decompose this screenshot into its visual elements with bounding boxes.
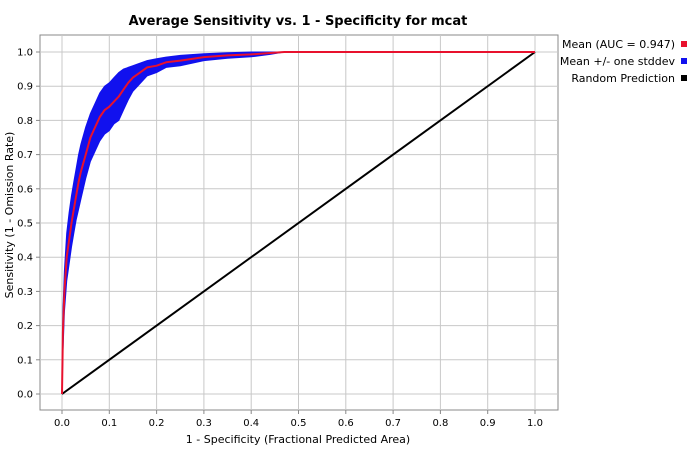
y-tick-label: 1.0 (17, 48, 33, 59)
x-tick-label: 0.5 (291, 418, 307, 429)
y-tick-label: 0.6 (17, 184, 33, 195)
y-axis-label: Sensitivity (1 - Omission Rate) (3, 132, 16, 299)
series-lines (61, 51, 536, 395)
legend-stddev-label: Mean +/- one stddev (560, 55, 676, 68)
y-tick-label: 0.1 (17, 355, 33, 366)
legend-mean-swatch (681, 41, 687, 47)
y-tick-label: 0.0 (17, 390, 33, 401)
x-tick-label: 0.6 (338, 418, 354, 429)
legend-stddev-swatch (681, 58, 687, 64)
x-tick-label: 0.3 (196, 418, 212, 429)
x-tick-label: 0.0 (54, 418, 70, 429)
stddev-band-area (61, 51, 535, 395)
legend: Mean (AUC = 0.947) Mean +/- one stddev Ran… (560, 38, 687, 85)
legend-random-swatch (681, 75, 687, 81)
stddev-band (61, 51, 535, 395)
axis-ticks: 0.0 0.1 0.2 0.3 0.4 0.5 0.6 0.7 0.8 0.9 1.0 0.0 0.1 0… (17, 48, 543, 430)
y-tick-label: 0.8 (17, 116, 33, 127)
mean-roc-line (61, 51, 535, 395)
x-axis-label: 1 - Specificity (Fractional Predicted Ar… (186, 433, 410, 446)
x-tick-label: 0.2 (149, 418, 165, 429)
legend-random-label: Random Prediction (571, 72, 675, 85)
y-tick-label: 0.5 (17, 219, 33, 230)
chart-title: Average Sensitivity vs. 1 - Specificity … (129, 14, 468, 29)
x-tick-label: 0.7 (385, 418, 401, 429)
y-tick-label: 0.3 (17, 287, 33, 298)
y-tick-label: 0.4 (17, 253, 33, 264)
y-tick-label: 0.7 (17, 150, 33, 161)
y-tick-label: 0.9 (17, 82, 33, 93)
x-tick-label: 0.1 (101, 418, 117, 429)
legend-mean-label: Mean (AUC = 0.947) (562, 38, 675, 51)
random-prediction-line (61, 51, 536, 395)
x-tick-label: 0.4 (243, 418, 259, 429)
x-tick-label: 1.0 (527, 418, 543, 429)
y-tick-label: 0.2 (17, 321, 33, 332)
x-tick-label: 0.9 (480, 418, 496, 429)
x-tick-label: 0.8 (432, 418, 448, 429)
